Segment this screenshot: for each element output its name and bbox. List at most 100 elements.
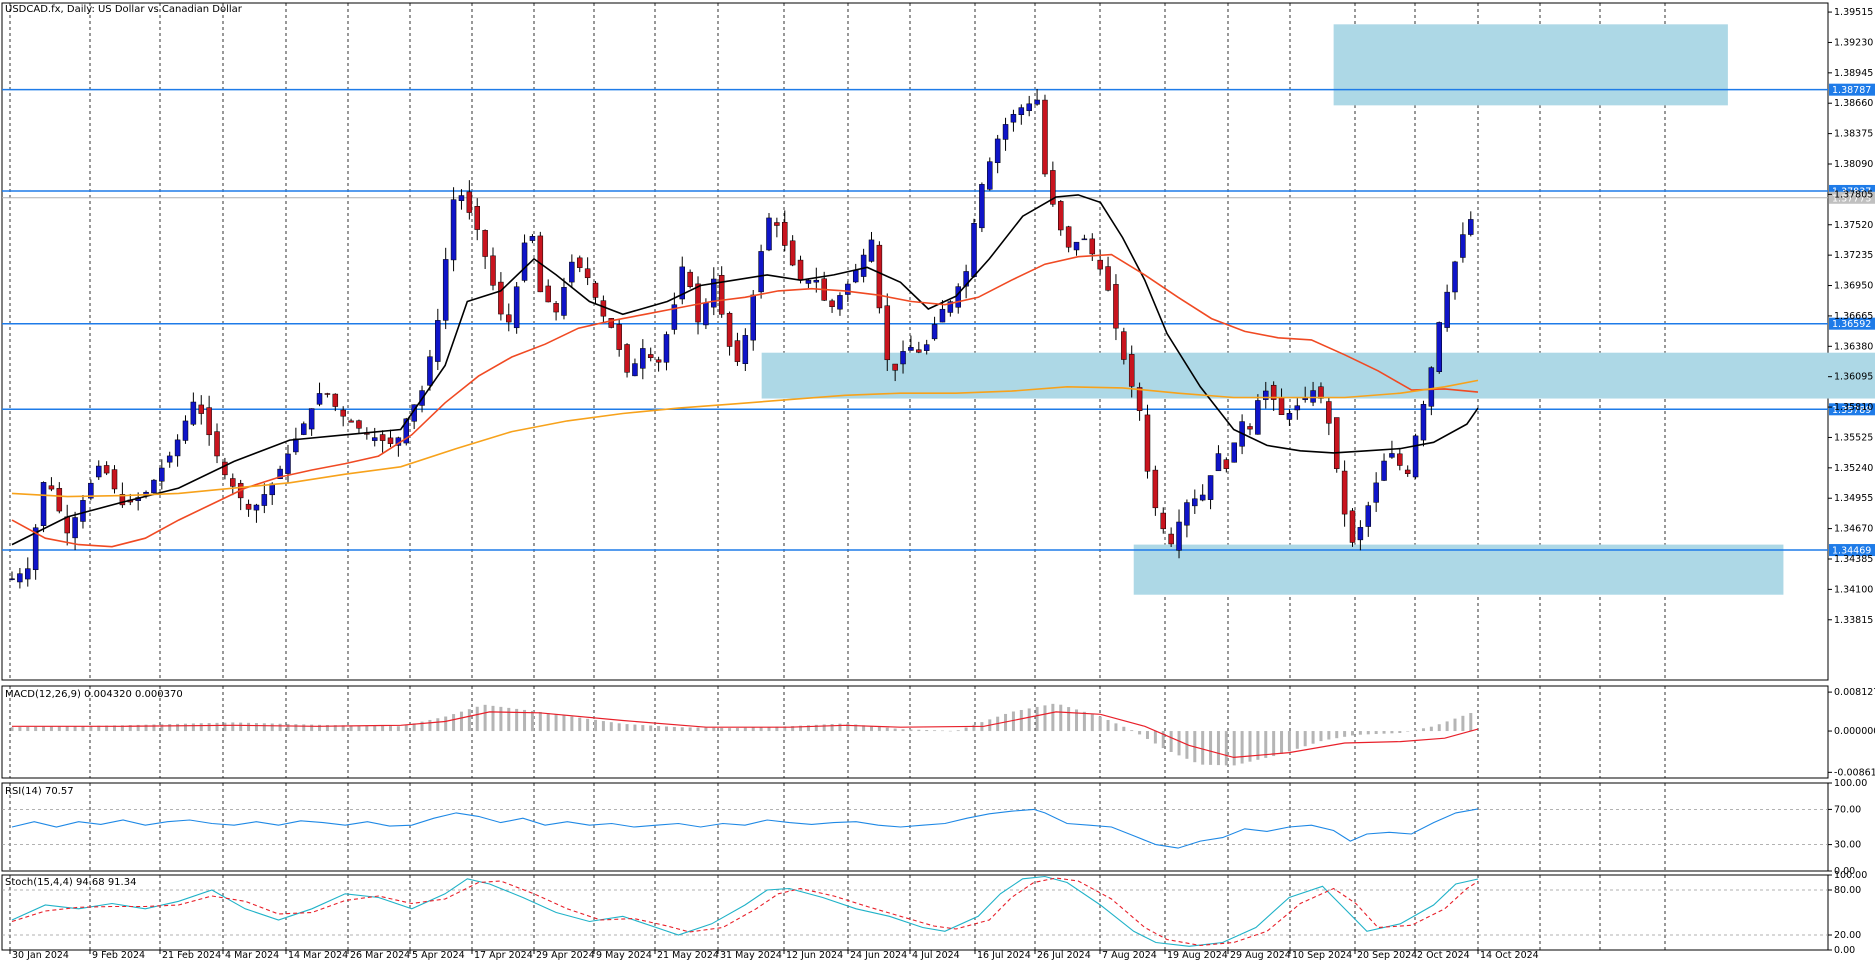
candle-body (1113, 284, 1119, 329)
x-tick-label: 12 Jun 2024 (786, 950, 843, 961)
x-tick-label: 4 Jul 2024 (912, 950, 960, 961)
macd-histogram-bar (854, 724, 858, 732)
macd-histogram-bar (1382, 731, 1386, 734)
candle-body (17, 573, 23, 583)
x-tick-label: 4 Mar 2024 (225, 950, 279, 961)
macd-histogram-bar (1240, 731, 1244, 764)
y-tick-label: 1.37235 (1834, 250, 1873, 261)
macd-histogram-bar (901, 729, 905, 732)
candle-body (1073, 241, 1080, 251)
macd-histogram-bar (680, 727, 684, 732)
macd-histogram-bar (554, 714, 558, 732)
macd-histogram-bar (1201, 731, 1205, 765)
candle-body (1026, 103, 1032, 111)
macd-histogram-bar (783, 726, 787, 732)
macd-histogram-bar (1366, 731, 1370, 735)
macd-histogram-bar (120, 725, 124, 732)
candle-body (829, 300, 835, 307)
macd-histogram-bar (586, 718, 590, 732)
macd-histogram-bar (751, 727, 755, 732)
candle-body (1365, 505, 1372, 527)
candle-body (1121, 331, 1127, 360)
candle-body (1326, 401, 1332, 424)
macd-histogram-bar (1311, 731, 1315, 744)
candle-body (1310, 390, 1316, 403)
macd-histogram-bar (759, 727, 763, 732)
candle-body (1018, 107, 1025, 116)
x-tick-label: 31 May 2024 (720, 950, 782, 961)
stoch-label: Stoch(15,4,4) 94.68 91.34 (5, 877, 136, 888)
macd-histogram-bar (475, 706, 479, 732)
macd-histogram-bar (507, 707, 511, 732)
panel-border (1, 874, 1829, 951)
macd-histogram-bar (1303, 731, 1307, 747)
candle-body (900, 351, 906, 365)
candle-body (1420, 404, 1427, 441)
candle-body (1168, 533, 1174, 545)
candle-body (632, 363, 638, 377)
candle-body (640, 348, 646, 369)
y-tick-label: 1.36095 (1834, 372, 1873, 383)
macd-histogram-bar (207, 723, 211, 732)
y-tick-label: 1.37520 (1834, 220, 1873, 231)
y-tick-label: 1.36665 (1834, 311, 1873, 322)
candle-body (947, 301, 954, 313)
macd-histogram-bar (89, 725, 93, 732)
macd-histogram-bar (838, 723, 842, 732)
macd-histogram-bar (1216, 731, 1220, 766)
macd-histogram-bar (814, 724, 818, 732)
y-tick-label: 1.36380 (1834, 341, 1873, 352)
current-price-label: 1.37773 (1832, 193, 1871, 204)
x-tick-label: 29 Aug 2024 (1230, 950, 1291, 961)
x-tick-label: 30 Jan 2024 (12, 950, 69, 961)
macd-histogram-bar (885, 727, 889, 732)
candle-body (813, 279, 820, 283)
candle-body (56, 488, 63, 512)
macd-histogram-bar (1327, 731, 1331, 740)
candle-body (316, 393, 323, 405)
macd-histogram-bar (97, 725, 101, 732)
candle-body (230, 478, 236, 487)
macd-histogram-bar (735, 728, 739, 732)
candle-body (1089, 238, 1096, 255)
macd-histogram-bar (933, 730, 937, 732)
candle-body (963, 271, 969, 287)
macd-histogram-bar (1453, 718, 1457, 732)
y-tick-label: 1.35810 (1834, 402, 1873, 413)
macd-histogram-bar (846, 723, 850, 732)
candle-body (529, 236, 536, 241)
macd-histogram-bar (948, 730, 952, 732)
macd-histogram-bar (1019, 709, 1023, 732)
macd-histogram-bar (822, 724, 826, 732)
candle-body (734, 340, 741, 362)
macd-histogram-bar (152, 724, 156, 732)
candle-body (506, 314, 512, 323)
macd-histogram-bar (444, 716, 448, 732)
x-tick-label: 10 Sep 2024 (1292, 950, 1352, 961)
macd-histogram-bar (743, 727, 747, 732)
macd-histogram-bar (720, 727, 724, 732)
rsi-label: RSI(14) 70.57 (5, 786, 74, 797)
candle-body (624, 344, 630, 373)
stoch-y-tick-label: 80.00 (1834, 885, 1861, 896)
candle-body (159, 467, 165, 482)
candle-body (151, 479, 157, 494)
candle-body (1318, 386, 1324, 399)
macd-histogram-bar (530, 710, 534, 732)
macd-histogram-bar (278, 723, 282, 732)
macd-histogram-bar (625, 724, 629, 732)
x-tick-label: 7 Aug 2024 (1102, 950, 1157, 961)
candle-body (979, 184, 985, 229)
macd-histogram-bar (18, 727, 22, 732)
candle-body (379, 434, 386, 441)
candle-body (182, 420, 189, 441)
macd-histogram-bar (523, 709, 527, 732)
candle-body (1389, 453, 1395, 458)
macd-histogram-bar (310, 724, 314, 732)
macd-histogram-bar (1461, 715, 1465, 732)
macd-histogram-bar (799, 725, 803, 732)
candle-body (1286, 413, 1293, 420)
macd-histogram-bar (1161, 731, 1165, 749)
macd-histogram-bar (940, 730, 944, 732)
candle-body (1192, 498, 1198, 507)
